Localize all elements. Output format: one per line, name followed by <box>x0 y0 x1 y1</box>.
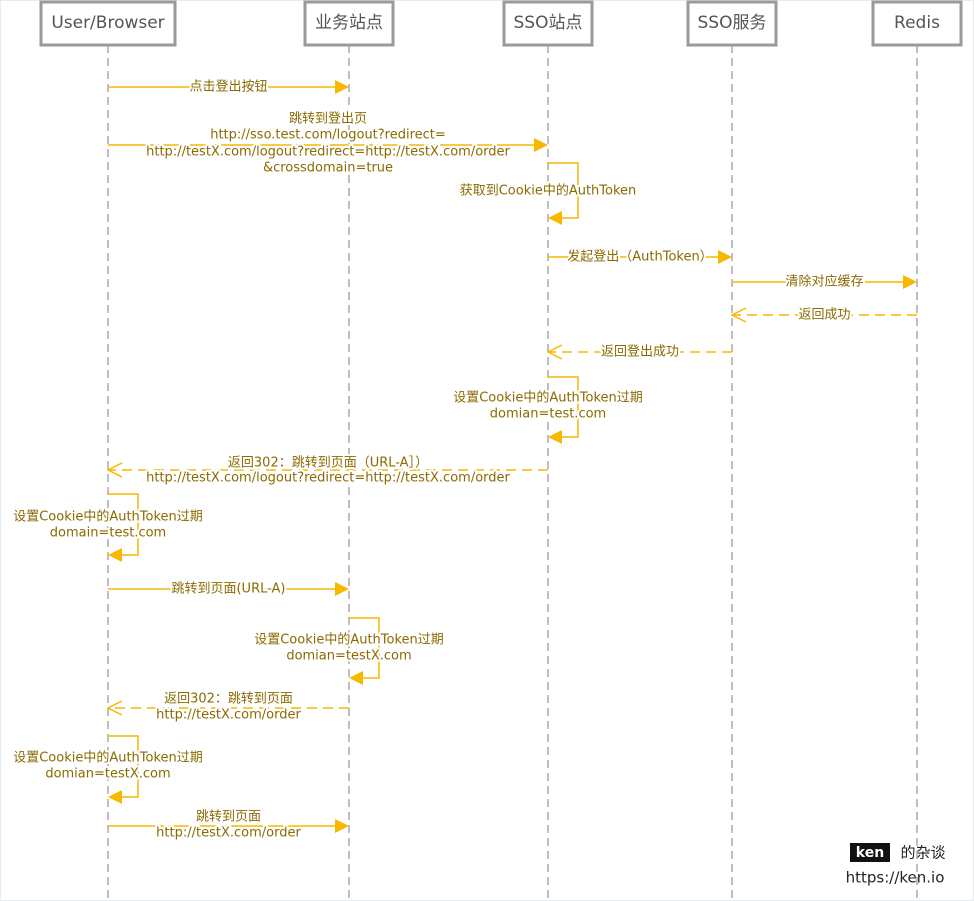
message-label: http://sso.test.com/logout?redirect= <box>210 128 446 143</box>
arrow-head <box>548 211 562 225</box>
arrow-head <box>106 462 123 478</box>
message-label: 设置Cookie中的AuthToken过期 <box>13 509 203 525</box>
arrow-head <box>534 138 548 152</box>
participant-label: Redis <box>894 13 940 33</box>
message-label: 发起登出（AuthToken） <box>567 249 712 265</box>
participant-label: User/Browser <box>51 13 164 33</box>
message-label: domian=testX.com <box>286 649 411 664</box>
message-label: http://testX.com/order <box>156 708 301 723</box>
message-label: 设置Cookie中的AuthToken过期 <box>453 390 643 406</box>
brand-badge <box>850 843 890 862</box>
message-label: 清除对应缓存 <box>785 274 863 290</box>
brand-suffix: 的杂谈 <box>900 844 945 862</box>
message-label: 返回302：跳转到页面 <box>164 692 293 707</box>
message-label: domain=test.com <box>50 526 166 541</box>
participant-box <box>303 0 395 47</box>
arrow-head <box>349 671 363 685</box>
participant-box <box>502 0 594 47</box>
message-label: 设置Cookie中的AuthToken过期 <box>254 632 444 648</box>
arrow-head <box>108 548 122 562</box>
message-label: 返回302：跳转到页面（URL-A］） <box>228 456 428 471</box>
arrow-head <box>730 307 747 323</box>
message-label: 获取到Cookie中的AuthToken <box>460 183 637 199</box>
message-label: 返回成功 <box>798 308 850 323</box>
message-label: 跳转到登出页 <box>289 112 367 127</box>
participant-label: SSO站点 <box>514 13 583 33</box>
message-label: 设置Cookie中的AuthToken过期 <box>13 750 203 766</box>
arrow-head <box>106 700 123 716</box>
self-arrow <box>108 735 139 798</box>
participant-box <box>39 0 177 47</box>
self-arrow <box>108 493 139 556</box>
message-label: 返回登出成功 <box>601 345 679 360</box>
arrow-head <box>108 790 122 804</box>
arrow-head <box>718 250 732 264</box>
arrow-head <box>903 275 917 289</box>
message-label: http://testX.com/order <box>156 826 301 841</box>
participant-box <box>686 0 778 47</box>
arrow-head <box>546 344 563 360</box>
message-label: domian=test.com <box>490 407 606 422</box>
message-label: 跳转到页面 <box>196 810 261 825</box>
arrow-head <box>335 582 349 596</box>
message-label: http://testX.com/logout?redirect=http://… <box>146 145 510 160</box>
message-label: 点击登出按钮 <box>189 80 267 95</box>
message-label: domian=testX.com <box>45 767 170 782</box>
brand: ken <box>856 845 884 861</box>
arrow-head <box>335 80 349 94</box>
message-label: 跳转到页面(URL-A) <box>171 582 285 597</box>
message-label: &crossdomain=true <box>263 161 393 176</box>
participant-label: 业务站点 <box>315 13 383 33</box>
brand-url: https://ken.io <box>846 869 945 887</box>
self-arrow <box>349 617 380 679</box>
arrow-head <box>548 430 562 444</box>
self-arrow <box>548 162 579 219</box>
self-arrow <box>548 376 579 438</box>
arrow-head <box>335 819 349 833</box>
participant-label: SSO服务 <box>698 13 767 33</box>
message-label: http://testX.com/logout?redirect=http://… <box>146 471 510 486</box>
participant-box <box>871 0 963 47</box>
